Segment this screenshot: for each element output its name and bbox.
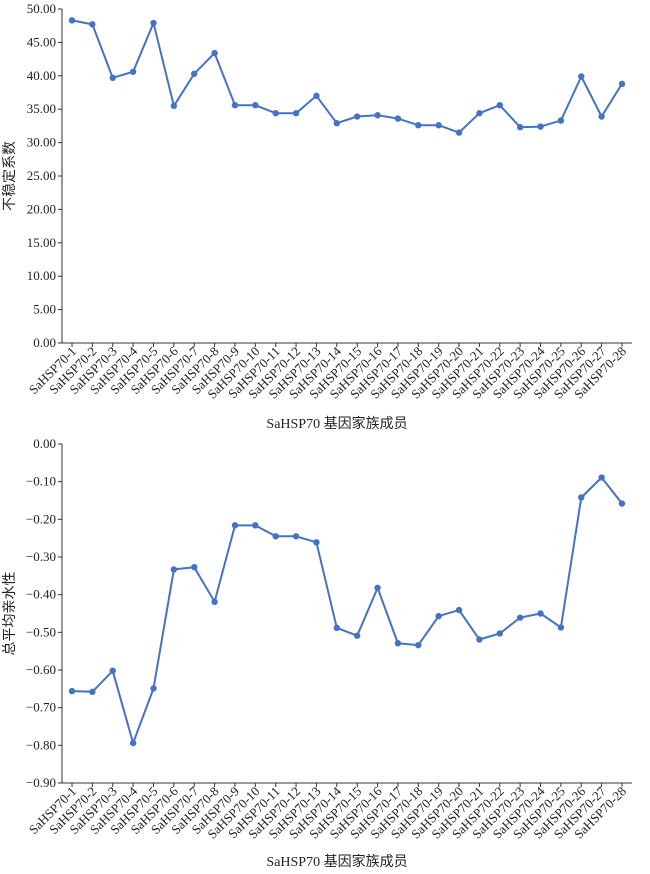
- data-point: [395, 640, 401, 646]
- data-point: [191, 564, 197, 570]
- data-point: [517, 614, 523, 620]
- x-axis-label: SaHSP70 基因家族成员: [266, 415, 407, 432]
- y-tick-label: 10.00: [27, 268, 56, 283]
- data-point: [558, 624, 564, 630]
- data-point: [537, 123, 543, 129]
- data-point: [456, 607, 462, 613]
- y-tick-label: −0.60: [26, 662, 56, 677]
- data-point: [497, 102, 503, 108]
- data-point: [69, 17, 75, 23]
- x-axis-label: SaHSP70 基因家族成员: [266, 853, 407, 870]
- y-tick-label: 30.00: [27, 135, 56, 150]
- data-point: [598, 474, 604, 480]
- data-point: [354, 113, 360, 119]
- data-point: [130, 69, 136, 75]
- y-tick-label: −0.70: [26, 700, 56, 715]
- data-point: [415, 642, 421, 648]
- data-point: [334, 120, 340, 126]
- data-point: [273, 110, 279, 116]
- data-point: [415, 122, 421, 128]
- data-point: [517, 124, 523, 130]
- data-point: [191, 71, 197, 77]
- data-point: [395, 115, 401, 121]
- data-point: [619, 500, 625, 506]
- data-point: [558, 117, 564, 123]
- data-point: [374, 112, 380, 118]
- y-tick-label: −0.80: [26, 737, 56, 752]
- y-tick-label: 35.00: [27, 101, 56, 116]
- data-point: [354, 633, 360, 639]
- data-point: [537, 610, 543, 616]
- y-tick-label: 0.00: [33, 335, 56, 350]
- data-point: [578, 73, 584, 79]
- data-point: [150, 20, 156, 26]
- data-point: [313, 93, 319, 99]
- data-point: [69, 688, 75, 694]
- data-point: [435, 122, 441, 128]
- data-point: [252, 102, 258, 108]
- data-point: [619, 81, 625, 87]
- chart-2: 0.00 −0.10 −0.20 −0.30 −0.40 −0.50 −0.60 −0.70 −…: [2, 436, 632, 870]
- y-tick-label: −0.40: [26, 587, 56, 602]
- y-axis-label: 不稳定系数: [2, 141, 18, 211]
- chart-1: 0.00 5.00 10.00 15.00 20.00 25.00 30.00 35.00 40…: [2, 1, 632, 432]
- data-point: [252, 522, 258, 528]
- data-point: [110, 75, 116, 81]
- y-tick-label: −0.20: [26, 511, 56, 526]
- data-point: [171, 103, 177, 109]
- series-line: [72, 478, 622, 744]
- data-point: [476, 636, 482, 642]
- y-tick-label: −0.50: [26, 624, 56, 639]
- y-tick-label: 15.00: [27, 235, 56, 250]
- y-tick-label: 20.00: [27, 201, 56, 216]
- data-point: [313, 539, 319, 545]
- y-tick-label: 45.00: [27, 34, 56, 49]
- data-point: [273, 533, 279, 539]
- data-point: [497, 630, 503, 636]
- y-tick-label: −0.30: [26, 549, 56, 564]
- y-tick-label: −0.90: [26, 775, 56, 790]
- data-point: [456, 129, 462, 135]
- data-point: [232, 102, 238, 108]
- data-point: [293, 110, 299, 116]
- data-point: [171, 566, 177, 572]
- data-point: [110, 668, 116, 674]
- data-point: [211, 50, 217, 56]
- y-tick-label: −0.10: [26, 474, 56, 489]
- data-point: [334, 625, 340, 631]
- data-point: [89, 689, 95, 695]
- y-tick-label: 50.00: [27, 1, 56, 16]
- data-point: [89, 21, 95, 27]
- data-point: [130, 740, 136, 746]
- data-point: [293, 533, 299, 539]
- data-point: [232, 522, 238, 528]
- data-point: [598, 113, 604, 119]
- y-tick-label: 25.00: [27, 168, 56, 183]
- y-axis-label: 总平均亲水性: [2, 572, 18, 656]
- y-tick-label: 5.00: [33, 302, 56, 317]
- y-tick-label: 0.00: [33, 436, 56, 451]
- data-point: [150, 685, 156, 691]
- series-line: [72, 20, 622, 132]
- data-point: [476, 110, 482, 116]
- data-point: [374, 585, 380, 591]
- data-point: [578, 494, 584, 500]
- data-point: [211, 599, 217, 605]
- y-tick-label: 40.00: [27, 68, 56, 83]
- data-point: [435, 613, 441, 619]
